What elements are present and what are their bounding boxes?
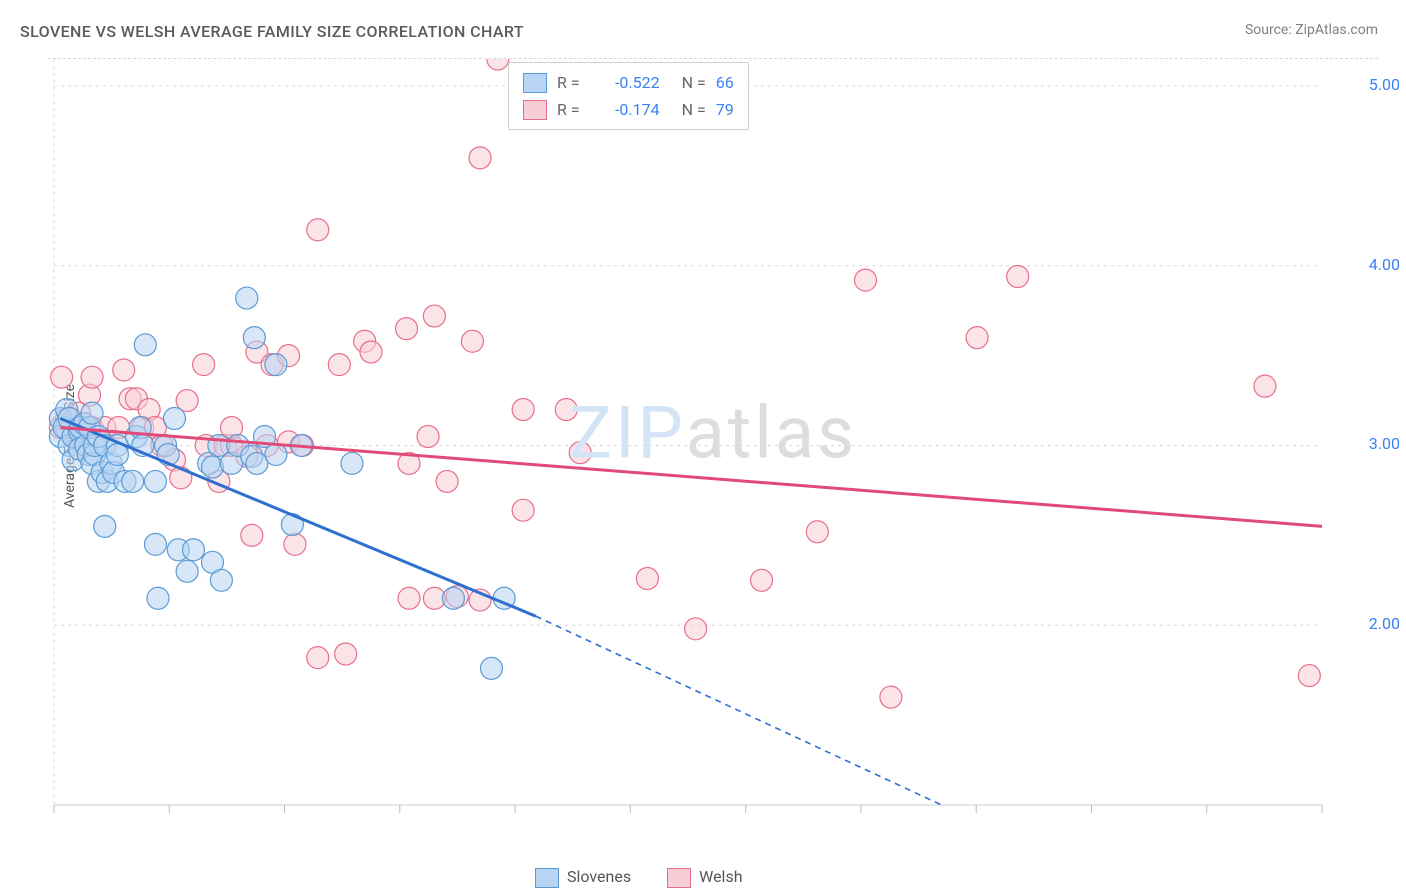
welsh-point	[360, 341, 382, 363]
welsh-point	[396, 318, 418, 340]
chart-svg	[48, 59, 1378, 839]
slovenes-trendline-ext	[536, 616, 942, 805]
correlation-legend: R = -0.522 N = 66 R = -0.174 N = 79	[508, 62, 749, 130]
legend-series-label: Slovenes	[567, 867, 631, 886]
welsh-point	[398, 587, 420, 609]
source-attribution: Source: ZipAtlas.com	[1245, 22, 1378, 38]
legend-n-label: N =	[682, 69, 706, 96]
welsh-point	[469, 147, 491, 169]
welsh-point	[284, 533, 306, 555]
slovenes-point	[243, 327, 265, 349]
y-tick-label: 3.00	[1369, 434, 1400, 453]
welsh-point	[512, 499, 534, 521]
slovenes-point	[202, 456, 224, 478]
slovenes-point	[94, 515, 116, 537]
welsh-point	[461, 330, 483, 352]
legend-swatch-icon	[535, 868, 559, 888]
welsh-point	[1007, 266, 1029, 288]
chart-title: SLOVENE VS WELSH AVERAGE FAMILY SIZE COR…	[20, 22, 524, 41]
slovenes-point	[236, 287, 258, 309]
welsh-point	[1298, 665, 1320, 687]
slovenes-point	[81, 402, 103, 424]
slovenes-point	[144, 533, 166, 555]
welsh-point	[966, 327, 988, 349]
welsh-point	[436, 470, 458, 492]
welsh-point	[487, 59, 509, 70]
legend-row-welsh: R = -0.174 N = 79	[523, 96, 734, 123]
slovenes-point	[163, 408, 185, 430]
y-tick-label: 5.00	[1369, 75, 1400, 94]
slovenes-point	[341, 452, 363, 474]
welsh-point	[806, 521, 828, 543]
welsh-point	[328, 354, 350, 376]
legend-series-label: Welsh	[699, 867, 742, 886]
slovenes-point	[442, 587, 464, 609]
welsh-point	[685, 618, 707, 640]
welsh-point	[512, 399, 534, 421]
welsh-point	[307, 647, 329, 669]
welsh-point	[751, 569, 773, 591]
legend-swatch-icon	[523, 73, 547, 93]
slovenes-point	[144, 470, 166, 492]
legend-r-label: R =	[557, 96, 580, 123]
slovenes-point	[176, 560, 198, 582]
y-tick-label: 2.00	[1369, 614, 1400, 633]
legend-r-label: R =	[557, 69, 580, 96]
slovenes-point	[134, 334, 156, 356]
legend-item-slovenes: Slovenes	[535, 867, 631, 888]
legend-n-value: 66	[716, 69, 734, 96]
slovenes-point	[122, 470, 144, 492]
welsh-point	[193, 354, 215, 376]
legend-n-label: N =	[682, 96, 706, 123]
legend-swatch-icon	[523, 100, 547, 120]
welsh-point	[307, 219, 329, 241]
plot-area: ZIPatlas R =-0.522N =66R =-0.174N =79	[48, 58, 1378, 839]
legend-item-welsh: Welsh	[667, 867, 742, 888]
slovenes-point	[265, 354, 287, 376]
welsh-point	[880, 686, 902, 708]
legend-swatch-icon	[667, 868, 691, 888]
welsh-point	[423, 305, 445, 327]
legend-r-value: -0.174	[590, 96, 660, 123]
slovenes-point	[147, 587, 169, 609]
welsh-point	[1254, 375, 1276, 397]
welsh-point	[855, 269, 877, 291]
welsh-point	[636, 568, 658, 590]
welsh-point	[51, 366, 73, 388]
welsh-point	[81, 366, 103, 388]
legend-n-value: 79	[716, 96, 734, 123]
slovenes-point	[265, 443, 287, 465]
series-legend: Slovenes Welsh	[535, 867, 743, 888]
slovenes-point	[480, 657, 502, 679]
welsh-point	[417, 425, 439, 447]
legend-row-slovenes: R = -0.522 N = 66	[523, 69, 734, 96]
welsh-point	[555, 399, 577, 421]
welsh-point	[241, 524, 263, 546]
legend-r-value: -0.522	[590, 69, 660, 96]
slovenes-point	[182, 539, 204, 561]
welsh-point	[113, 359, 135, 381]
welsh-point	[335, 643, 357, 665]
welsh-point	[569, 442, 591, 464]
welsh-trendline	[60, 428, 1322, 527]
y-tick-label: 4.00	[1369, 255, 1400, 274]
slovenes-point	[210, 569, 232, 591]
